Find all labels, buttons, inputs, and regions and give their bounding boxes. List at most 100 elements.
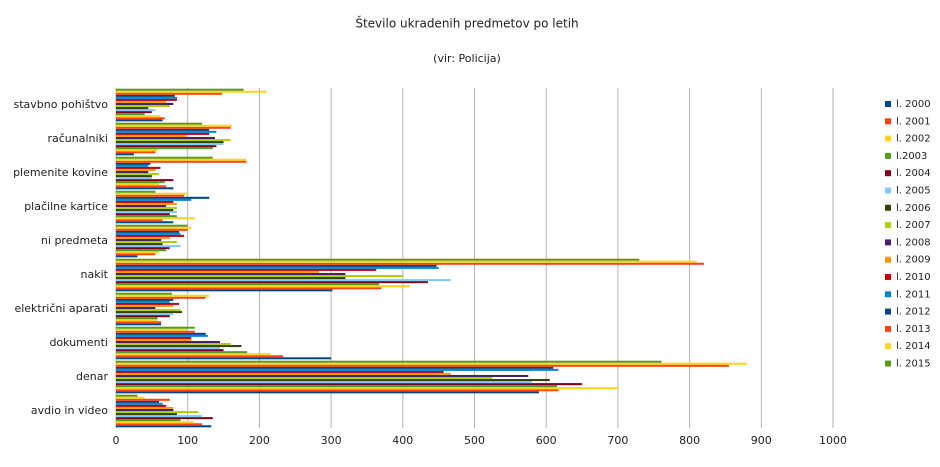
- bar: [116, 402, 163, 405]
- bar: [116, 177, 152, 180]
- bar: [116, 247, 170, 250]
- bar: [116, 336, 192, 339]
- bar: [116, 119, 163, 122]
- bar: [116, 221, 174, 224]
- bar: [116, 109, 156, 112]
- x-tick-label: 800: [679, 434, 700, 447]
- bar: [116, 425, 212, 428]
- bar: [116, 285, 410, 288]
- legend-label: l. 2005: [896, 186, 931, 197]
- legend-swatch: [885, 274, 891, 280]
- legend-swatch: [885, 360, 891, 367]
- legend-swatch: [885, 325, 891, 332]
- bar: [116, 289, 333, 292]
- bar: [116, 241, 177, 244]
- bar: [116, 179, 174, 182]
- bar: [116, 107, 149, 110]
- x-tick-label: 600: [536, 434, 557, 447]
- bar: [116, 340, 220, 343]
- y-tick-label: nakit: [81, 268, 109, 281]
- legend-label: l. 2015: [896, 359, 931, 370]
- legend-swatch: [885, 204, 891, 211]
- chart-title: Število ukradenih predmetov po letih: [355, 16, 578, 31]
- bar: [116, 287, 382, 290]
- legend-swatch: [885, 135, 891, 142]
- bar: [116, 255, 138, 258]
- bar: [116, 321, 162, 324]
- bar: [116, 98, 177, 101]
- y-tick-label: električni aparati: [14, 302, 108, 315]
- bar: [116, 96, 177, 99]
- legend-label: l. 2010: [896, 272, 931, 283]
- bar: [116, 302, 180, 305]
- bar: [116, 419, 181, 422]
- x-tick-label: 200: [249, 434, 270, 447]
- bar: [116, 345, 242, 348]
- bar: [116, 170, 149, 173]
- x-tick-label: 400: [392, 434, 413, 447]
- bar: [116, 404, 167, 407]
- bar: [116, 128, 210, 131]
- bar: [116, 234, 185, 237]
- legend-label: l. 2006: [896, 203, 931, 214]
- bar: [116, 364, 730, 367]
- bar: [116, 351, 248, 354]
- bar: [116, 413, 177, 416]
- bar: [116, 198, 192, 201]
- bar: [116, 213, 170, 216]
- bar: [116, 398, 170, 401]
- bar: [116, 132, 210, 135]
- legend-swatch: [885, 187, 891, 194]
- bar: [116, 408, 174, 411]
- bar: [116, 381, 532, 384]
- bar: [116, 368, 559, 371]
- bar: [116, 332, 206, 335]
- legend-swatch: [885, 152, 891, 159]
- bar: [116, 309, 181, 312]
- bar: [116, 360, 662, 363]
- bar: [116, 357, 332, 360]
- bar: [116, 396, 145, 399]
- bar: [116, 243, 163, 246]
- bar: [116, 185, 167, 188]
- bar: [116, 300, 170, 303]
- bar: [116, 236, 170, 239]
- legend-swatch: [885, 239, 891, 246]
- bar: [116, 230, 180, 233]
- bar: [116, 102, 174, 105]
- bar: [116, 406, 174, 409]
- bar: [116, 294, 210, 297]
- chart-subtitle: (vir: Policija): [433, 52, 501, 65]
- bar: [116, 343, 231, 346]
- bar: [116, 370, 444, 373]
- y-tick-label: denar: [76, 370, 108, 383]
- bar: [116, 281, 428, 284]
- bar: [116, 168, 156, 171]
- bar: [116, 266, 439, 269]
- bar: [116, 111, 152, 114]
- bar: [116, 147, 213, 150]
- bar: [116, 151, 156, 154]
- bar: [116, 149, 158, 152]
- bar: [116, 249, 167, 252]
- legend-label: l. 2002: [896, 134, 931, 145]
- legend-label: l. 2007: [896, 220, 931, 231]
- bar: [116, 372, 451, 375]
- y-tick-label: dokumenti: [49, 336, 108, 349]
- bar: [116, 145, 217, 148]
- bar: [116, 323, 162, 326]
- bar: [116, 139, 231, 142]
- x-tick-label: 900: [751, 434, 772, 447]
- bar: [116, 183, 160, 186]
- bar: [116, 190, 156, 193]
- x-tick-label: 500: [464, 434, 485, 447]
- bar: [116, 143, 224, 146]
- bar: [116, 204, 167, 207]
- bar: [116, 391, 540, 394]
- bar: [116, 134, 187, 137]
- bar: [116, 253, 156, 256]
- legend-swatch: [885, 343, 891, 350]
- y-tick-label: ni predmeta: [41, 234, 108, 247]
- bar: [116, 200, 174, 203]
- bar: [116, 283, 380, 286]
